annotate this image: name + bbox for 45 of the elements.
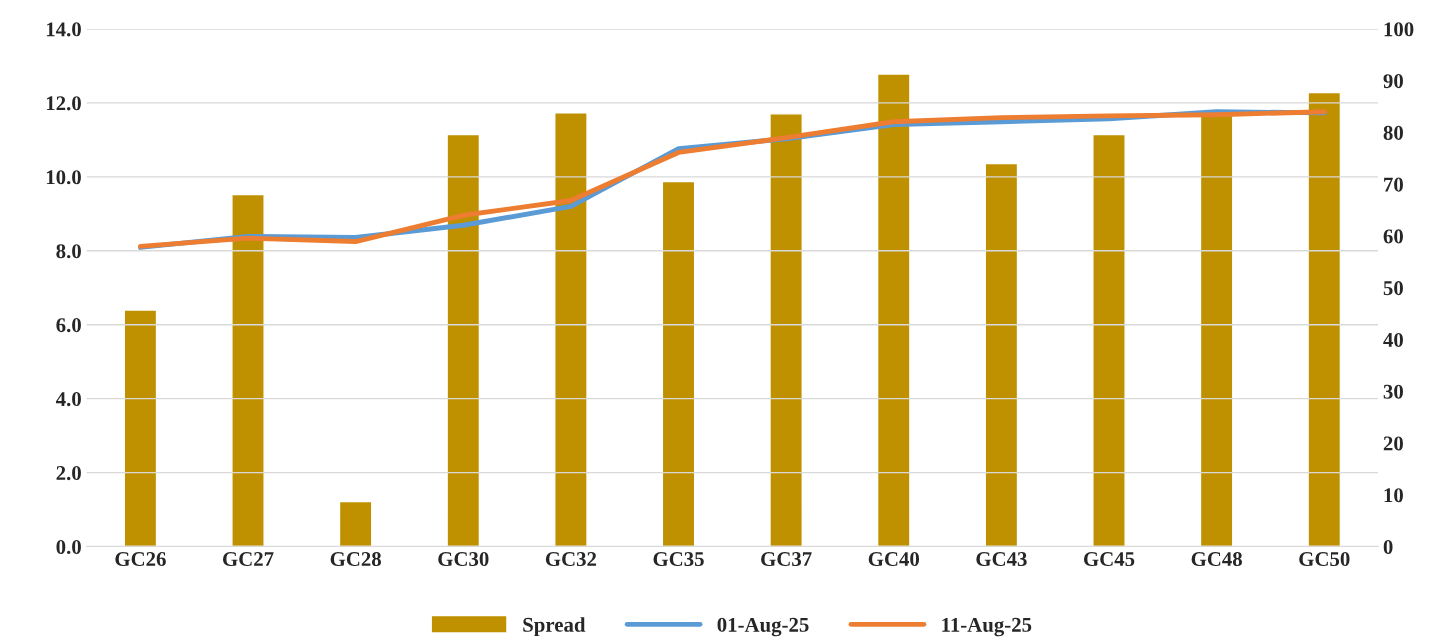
y2-tick-label: 40 [1383, 332, 1403, 347]
x-tick-label: GC27 [222, 552, 274, 567]
x-tick-label: GC30 [438, 552, 489, 567]
bar [1307, 91, 1342, 547]
bar [876, 73, 911, 547]
y-tick-label: 12.0 [46, 96, 81, 111]
y2-tick-label: 80 [1383, 125, 1403, 140]
bar [231, 193, 265, 547]
x-tick-label: GC28 [330, 552, 381, 567]
y2-tick-label: 100 [1384, 22, 1414, 37]
y2-tick-label: 30 [1383, 384, 1403, 399]
x-tick-label: GC48 [1191, 552, 1242, 567]
legend-label: Spread [523, 617, 586, 637]
y-tick-label: 6.0 [56, 318, 81, 333]
bar [1092, 133, 1126, 547]
legend-label: 11-Aug-25 [942, 617, 1032, 637]
y-tick-label: 2.0 [56, 465, 81, 481]
x-tick-label: GC45 [1083, 552, 1135, 567]
bar [769, 113, 803, 547]
y2-tick-label: 10 [1384, 488, 1403, 503]
x-tick-label: GC26 [115, 552, 166, 567]
y-tick-label: 10.0 [46, 170, 81, 185]
y-tick-label: 8.0 [56, 244, 81, 259]
bar [123, 309, 158, 547]
x-tick-label: GC37 [761, 552, 812, 567]
y-tick-label: 0.0 [56, 539, 81, 555]
y2-tick-label: 70 [1384, 177, 1403, 192]
y2-tick-label: 50 [1383, 281, 1403, 296]
bar [661, 180, 696, 547]
y-tick-label: 4.0 [55, 392, 81, 407]
legend-label: 01-Aug-25 [717, 617, 809, 637]
y2-tick-label: 0 [1383, 539, 1393, 554]
x-tick-label: GC32 [545, 552, 597, 567]
y2-tick-label: 60 [1383, 229, 1403, 244]
bar [554, 112, 588, 547]
bar [338, 500, 373, 547]
x-tick-label: GC50 [1299, 552, 1350, 567]
y2-tick-label: 20 [1383, 436, 1403, 451]
x-tick-label: GC40 [868, 552, 920, 567]
x-tick-label: GC35 [653, 552, 704, 567]
y-tick-label: 14.0 [46, 22, 81, 37]
bar [984, 162, 1019, 547]
x-tick-label: GC43 [976, 552, 1027, 567]
y2-tick-label: 90 [1383, 74, 1403, 89]
bar [446, 133, 481, 547]
